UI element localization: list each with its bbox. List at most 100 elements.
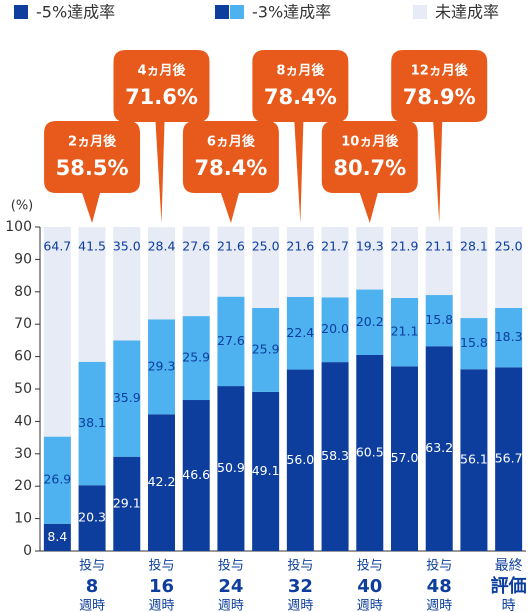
bar-segment	[252, 308, 280, 392]
value-label: 21.9	[391, 239, 419, 254]
legend-label: 未達成率	[435, 3, 499, 22]
callout-value: 80.7%	[333, 156, 406, 180]
value-label: 21.1	[425, 239, 453, 254]
bar-segment	[148, 319, 175, 415]
y-tick-label: 30	[14, 446, 32, 462]
value-label: 27.6	[182, 239, 210, 254]
value-label: 56.0	[286, 452, 314, 467]
bar-segment	[78, 485, 106, 551]
bar-segment	[113, 340, 141, 457]
x-tick-label: 投与	[357, 558, 383, 574]
bar-segment	[495, 367, 523, 551]
value-label: 35.9	[113, 390, 141, 405]
bar-segment	[182, 226, 210, 317]
y-axis-label: (%)	[11, 199, 34, 214]
value-label: 42.2	[148, 474, 176, 489]
callout-label: 8ヵ月後	[276, 63, 325, 79]
value-label: 41.5	[78, 239, 106, 254]
value-label: 15.8	[425, 312, 453, 327]
value-label: 63.2	[425, 440, 453, 455]
bar-segment	[286, 369, 314, 551]
bar-segment	[252, 227, 280, 308]
bar-segment	[321, 297, 349, 363]
y-tick-label: 80	[14, 284, 32, 300]
value-label: 25.9	[182, 350, 210, 365]
bar-segment	[252, 391, 280, 551]
bar-segment	[425, 295, 453, 347]
bar-segment	[217, 226, 245, 297]
bar-segment	[391, 227, 418, 298]
x-tick-label: 16	[149, 576, 174, 597]
value-label: 38.1	[78, 415, 106, 430]
callout-bubble	[44, 121, 141, 223]
legend-label: -5%達成率	[36, 3, 115, 22]
x-tick-label: 32	[288, 576, 313, 597]
bar-segment	[113, 456, 141, 551]
bar-segment	[286, 227, 314, 297]
value-label: 20.2	[356, 314, 384, 329]
value-label: 27.6	[217, 333, 245, 348]
bar-segment	[78, 361, 106, 486]
x-tick-label: 投与	[79, 558, 105, 574]
callout-value: 78.4%	[264, 85, 337, 109]
x-tick-label: 時	[502, 598, 516, 612]
bar-segment	[43, 436, 71, 524]
x-tick-label: 8	[86, 576, 99, 597]
legend-swatch	[215, 5, 229, 19]
value-label: 22.4	[286, 325, 314, 340]
x-tick-label: 週時	[426, 599, 452, 612]
legend-swatch	[230, 5, 244, 19]
x-tick-label: 48	[427, 576, 452, 597]
value-label: 25.9	[252, 341, 280, 356]
y-tick-label: 90	[14, 251, 32, 267]
y-tick-label: 100	[5, 219, 32, 235]
value-label: 29.3	[148, 358, 176, 373]
callout-label: 2ヵ月後	[68, 134, 117, 150]
x-tick-label: 24	[218, 576, 243, 597]
bar-segment	[43, 227, 71, 437]
bar-segment	[460, 369, 488, 551]
y-tick-label: 40	[14, 413, 32, 429]
value-label: 46.6	[182, 467, 210, 482]
bar-segment	[286, 296, 314, 370]
bar-segment	[78, 227, 106, 362]
value-label: 49.1	[252, 463, 280, 478]
callout-bubble	[113, 50, 210, 223]
bar-segment	[391, 366, 418, 551]
bar-segment	[425, 226, 453, 296]
bar-segment	[43, 523, 71, 551]
value-label: 64.7	[43, 239, 71, 254]
callout-bubble	[391, 50, 488, 223]
callout-label: 6ヵ月後	[207, 134, 256, 150]
bar-segment	[460, 318, 488, 370]
bar-segment	[391, 297, 418, 367]
callout-value: 78.9%	[403, 85, 476, 109]
y-tick-label: 10	[14, 511, 32, 527]
y-tick-label: 20	[14, 478, 32, 494]
value-label: 35.0	[113, 239, 141, 254]
callout-label: 4ヵ月後	[137, 63, 186, 79]
bar-segment	[217, 296, 245, 387]
bar-segment	[356, 289, 384, 355]
x-tick-label: 投与	[426, 558, 452, 574]
callout-value: 58.5%	[56, 156, 129, 180]
value-label: 28.1	[460, 239, 488, 254]
value-label: 57.0	[391, 450, 419, 465]
bar-segment	[460, 227, 488, 319]
bar-segment	[148, 414, 175, 551]
bar-segment	[495, 227, 523, 308]
value-label: 18.3	[495, 329, 523, 344]
bar-segment	[321, 362, 349, 551]
x-tick-label: 投与	[287, 558, 313, 574]
value-label: 15.8	[460, 335, 488, 350]
callout-bubble	[321, 121, 418, 223]
x-tick-label: 最終	[495, 558, 523, 574]
value-label: 20.0	[321, 321, 349, 336]
value-label: 25.0	[252, 239, 280, 254]
y-tick-label: 70	[14, 316, 32, 332]
callout-label: 12ヵ月後	[411, 63, 469, 79]
callout-label: 10ヵ月後	[341, 134, 399, 150]
bar-segment	[495, 308, 523, 368]
bar-segment	[182, 316, 210, 401]
value-label: 26.9	[43, 472, 71, 487]
